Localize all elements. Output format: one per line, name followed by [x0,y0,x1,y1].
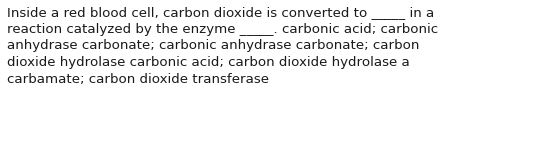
Text: Inside a red blood cell, carbon dioxide is converted to _____ in a
reaction cata: Inside a red blood cell, carbon dioxide … [7,6,439,86]
